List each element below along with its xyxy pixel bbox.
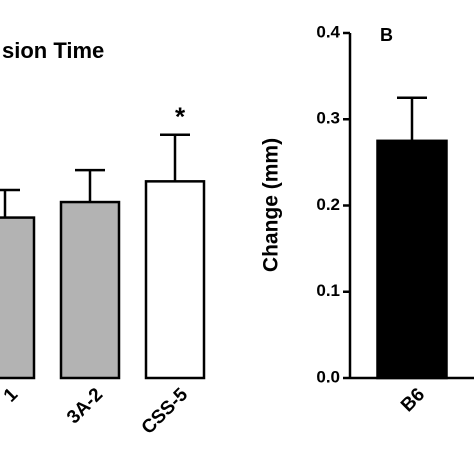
- y-tick-label: 0.0: [316, 367, 340, 386]
- bar: [59, 200, 121, 380]
- x-tick-label: 1: [0, 384, 22, 407]
- y-axis-label: Change (mm): [260, 138, 283, 272]
- y-tick-label: 0.2: [316, 195, 340, 214]
- y-tick-label: 0.1: [316, 281, 340, 300]
- y-tick-label: 0.3: [316, 109, 340, 128]
- x-tick-label: CSS-5: [138, 384, 193, 439]
- bar: [144, 180, 206, 380]
- annotation: *: [175, 102, 186, 132]
- x-tick-label: 4: [469, 384, 474, 407]
- panel-label: B: [380, 25, 393, 45]
- bar: [0, 216, 36, 380]
- bar: [376, 139, 448, 380]
- chart-title: sion Time: [2, 38, 104, 63]
- y-tick-label: 0.4: [316, 22, 340, 41]
- x-tick-label: 3A-2: [63, 384, 107, 428]
- x-tick-label: B6: [397, 384, 429, 416]
